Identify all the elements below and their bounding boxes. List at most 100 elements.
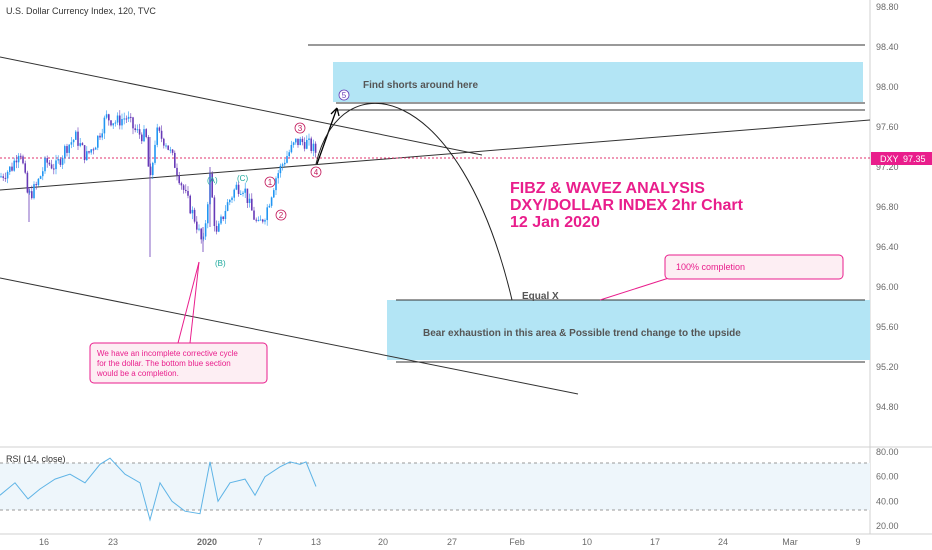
wave-labels: (A) (B) (C) 1 2 3 4 5: [207, 89, 350, 268]
price-tick-label: 95.60: [876, 322, 899, 332]
candle: [270, 197, 273, 206]
price-tick-label: 98.00: [876, 82, 899, 92]
candle: [275, 178, 277, 191]
completion-callout-pointer: [599, 276, 673, 301]
candle: [215, 226, 218, 232]
candle: [2, 176, 4, 178]
candle: [35, 184, 37, 186]
candle: [114, 122, 117, 124]
candle: [66, 146, 68, 153]
candle: [264, 220, 266, 222]
time-tick-label: 27: [447, 537, 457, 547]
candle: [127, 116, 130, 119]
candle: [193, 209, 196, 222]
projection-arrowhead: [330, 107, 340, 117]
candle: [53, 168, 55, 170]
candle: [55, 160, 57, 170]
candle: [222, 216, 224, 219]
projection-arc[interactable]: [315, 102, 513, 301]
candle: [198, 228, 200, 230]
candle: [147, 137, 150, 167]
bear-zone-text: Bear exhaustion in this area & Possible …: [423, 328, 741, 339]
shorts-zone-text: Find shorts around here: [363, 80, 478, 91]
candle: [86, 151, 88, 161]
analysis-title-line3: 12 Jan 2020: [510, 214, 600, 231]
price-tick-label: 97.20: [876, 162, 899, 172]
time-tick-label: 10: [582, 537, 592, 547]
price-tick-label: 96.40: [876, 242, 899, 252]
price-tick-label: 97.60: [876, 122, 899, 132]
candle: [213, 197, 216, 227]
candle: [37, 178, 40, 186]
rsi-axis[interactable]: 80.00 60.00 40.00 20.00: [876, 447, 899, 531]
wave-3-label: 3: [298, 124, 303, 133]
rsi-band: [0, 463, 870, 510]
candle: [242, 192, 244, 194]
time-tick-label: Feb: [509, 537, 525, 547]
candle: [154, 144, 156, 163]
candle: [83, 145, 86, 161]
bear-exhaustion-zone[interactable]: [387, 300, 870, 360]
candle: [218, 223, 220, 232]
candle: [112, 123, 114, 126]
shorts-zone[interactable]: [333, 62, 863, 102]
candle: [295, 138, 297, 143]
candle: [248, 198, 251, 203]
candle: [306, 139, 308, 149]
candle: [46, 158, 48, 163]
candle: [48, 162, 51, 165]
wave-4-circle: [310, 166, 322, 178]
rsi-tick-label: 20.00: [876, 521, 899, 531]
candle: [44, 158, 46, 172]
candle: [138, 129, 141, 135]
time-tick-label: 7: [257, 537, 262, 547]
candle: [292, 142, 295, 145]
candle: [171, 149, 174, 153]
candle: [180, 183, 183, 186]
candle: [20, 155, 22, 157]
candle: [130, 116, 132, 118]
candle: [314, 143, 317, 153]
projection-arrow[interactable]: [316, 107, 338, 165]
candle: [207, 204, 209, 224]
candle: [237, 184, 240, 194]
candle: [290, 144, 293, 153]
candle: [273, 190, 275, 198]
candle: [13, 160, 15, 171]
candle: [97, 135, 99, 148]
completion-callout[interactable]: [664, 254, 844, 280]
wave-4-label: 4: [314, 168, 319, 177]
candle: [281, 164, 284, 166]
cycle-note-line3: would be a completion.: [96, 369, 179, 378]
candle: [233, 189, 235, 198]
time-tick-label: 13: [311, 537, 321, 547]
upper-channel-line[interactable]: [0, 56, 483, 156]
candle: [61, 157, 64, 165]
candle: [204, 223, 207, 237]
candle: [244, 188, 246, 193]
candle: [224, 210, 227, 219]
price-axis[interactable]: 98.80 98.40 98.00 97.60 97.20 96.80 96.40 96.00…: [876, 2, 899, 412]
wave-B-label: (B): [215, 259, 226, 268]
symbol-title: U.S. Dollar Currency Index, 120, TVC: [6, 6, 156, 16]
cycle-note-pointer: [177, 261, 200, 344]
candle: [101, 133, 103, 138]
candle: [17, 155, 20, 163]
candle: [182, 185, 185, 190]
candle: [169, 149, 172, 151]
candle: [94, 147, 97, 150]
support-trend-line[interactable]: [0, 119, 871, 191]
candle: [9, 166, 11, 172]
candle: [105, 114, 108, 118]
candle: [196, 221, 198, 230]
time-axis[interactable]: 16 23 2020 7 13 20 27 Feb 10 17 24 Mar 9: [39, 537, 861, 547]
candle: [176, 167, 178, 176]
candle: [211, 173, 213, 198]
rsi-tick-label: 60.00: [876, 472, 899, 482]
candle: [253, 210, 255, 220]
cycle-note-callout[interactable]: [89, 342, 268, 384]
lower-channel-line[interactable]: [0, 277, 579, 395]
rsi-line: [0, 457, 317, 522]
candle: [103, 117, 106, 134]
